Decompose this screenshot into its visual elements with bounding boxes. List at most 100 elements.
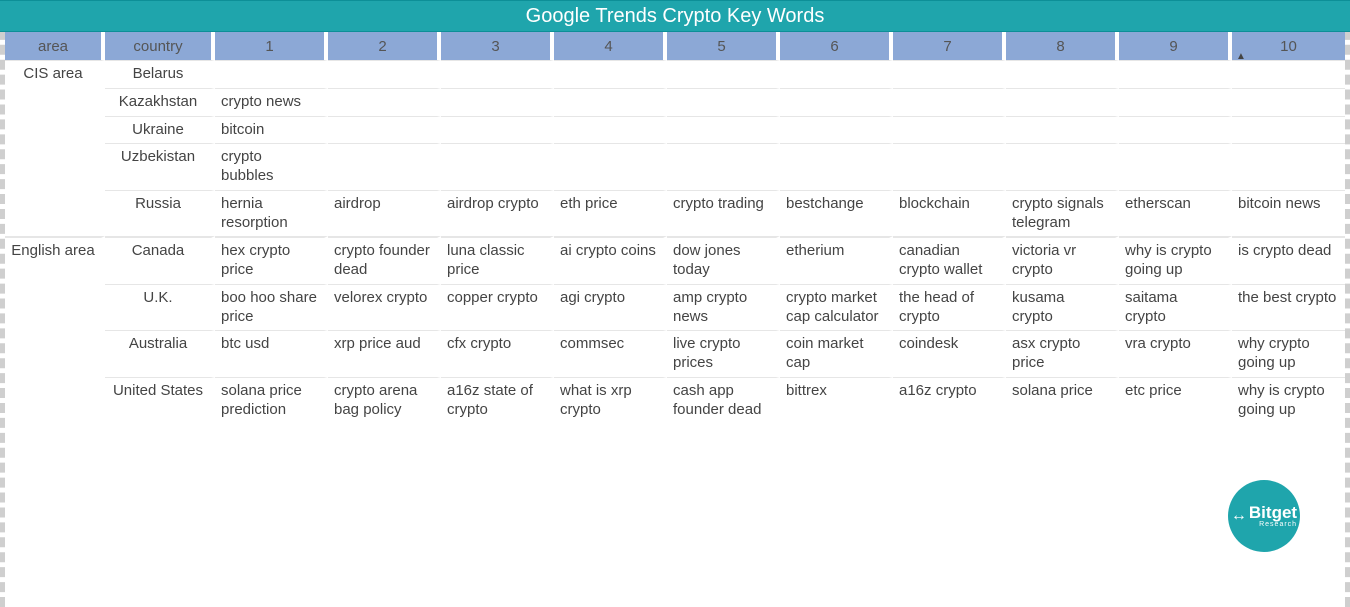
keyword-cell: cfx crypto <box>441 330 554 377</box>
keyword-cell <box>780 143 893 190</box>
col-1[interactable]: 1 <box>215 32 328 60</box>
logo-sub-text: Research <box>1259 521 1297 528</box>
keyword-cell <box>215 60 328 88</box>
col-area[interactable]: area <box>5 32 105 60</box>
col-7[interactable]: 7 <box>893 32 1006 60</box>
keyword-cell: bitcoin news <box>1232 190 1345 237</box>
keyword-cell: etc price <box>1119 377 1232 424</box>
keyword-cell <box>441 60 554 88</box>
country-cell: Russia <box>105 190 215 237</box>
brand-logo: ↔ Bitget Research <box>1228 480 1300 552</box>
keyword-cell <box>328 60 441 88</box>
keyword-cell <box>780 60 893 88</box>
keyword-cell <box>893 60 1006 88</box>
keyword-cell: amp crypto news <box>667 284 780 331</box>
country-cell: Kazakhstan <box>105 88 215 116</box>
keyword-cell: bestchange <box>780 190 893 237</box>
col-8[interactable]: 8 <box>1006 32 1119 60</box>
country-cell: Uzbekistan <box>105 143 215 190</box>
col-country[interactable]: country <box>105 32 215 60</box>
table-header: area country 1 2 3 4 5 6 7 8 9 10 ▲ <box>5 32 1345 60</box>
keyword-cell <box>441 143 554 190</box>
keyword-cell <box>667 60 780 88</box>
table-row: Uzbekistancrypto bubbles <box>5 143 1345 190</box>
keyword-cell <box>554 143 667 190</box>
keyword-cell: airdrop <box>328 190 441 237</box>
keyword-cell: is crypto dead <box>1232 236 1345 284</box>
col-9[interactable]: 9 <box>1119 32 1232 60</box>
country-cell: U.K. <box>105 284 215 331</box>
table-row: Kazakhstancrypto news <box>5 88 1345 116</box>
table-row: Russiahernia resorptionairdropairdrop cr… <box>5 190 1345 237</box>
logo-glyph-icon: ↔ <box>1231 507 1247 525</box>
keyword-cell: crypto founder dead <box>328 236 441 284</box>
col-4[interactable]: 4 <box>554 32 667 60</box>
keyword-cell <box>1006 60 1119 88</box>
keyword-cell <box>1232 116 1345 144</box>
keyword-cell <box>667 116 780 144</box>
keyword-cell: airdrop crypto <box>441 190 554 237</box>
keyword-cell: agi crypto <box>554 284 667 331</box>
keyword-cell <box>780 88 893 116</box>
keyword-cell <box>1119 143 1232 190</box>
country-cell: Belarus <box>105 60 215 88</box>
keyword-cell <box>893 88 1006 116</box>
keyword-cell <box>441 116 554 144</box>
keyword-cell: why crypto going up <box>1232 330 1345 377</box>
keyword-cell <box>893 116 1006 144</box>
keyword-cell <box>441 88 554 116</box>
col-10-label: 10 <box>1280 38 1297 55</box>
keyword-cell <box>667 143 780 190</box>
area-cell: CIS area <box>5 60 105 236</box>
keyword-cell: the best crypto <box>1232 284 1345 331</box>
keyword-cell: bitcoin <box>215 116 328 144</box>
keyword-cell <box>328 143 441 190</box>
keyword-cell: commsec <box>554 330 667 377</box>
keyword-cell <box>554 116 667 144</box>
keyword-cell <box>554 88 667 116</box>
col-5[interactable]: 5 <box>667 32 780 60</box>
col-6[interactable]: 6 <box>780 32 893 60</box>
keyword-cell <box>1006 116 1119 144</box>
table-body: CIS areaBelarusKazakhstancrypto newsUkra… <box>5 60 1345 423</box>
col-2[interactable]: 2 <box>328 32 441 60</box>
keyword-cell: crypto news <box>215 88 328 116</box>
keyword-cell <box>893 143 1006 190</box>
keyword-cell: etherscan <box>1119 190 1232 237</box>
keyword-cell: kusama crypto <box>1006 284 1119 331</box>
keyword-cell: crypto signals telegram <box>1006 190 1119 237</box>
table-row: United Statessolana price predictioncryp… <box>5 377 1345 424</box>
table-row: CIS areaBelarus <box>5 60 1345 88</box>
page-title: Google Trends Crypto Key Words <box>0 0 1350 32</box>
col-3[interactable]: 3 <box>441 32 554 60</box>
logo-main-text: Bitget <box>1249 504 1297 521</box>
col-10[interactable]: 10 ▲ <box>1232 32 1345 60</box>
keyword-cell: btc usd <box>215 330 328 377</box>
sort-ascending-icon: ▲ <box>1236 51 1246 62</box>
keywords-table: area country 1 2 3 4 5 6 7 8 9 10 ▲ CIS … <box>5 32 1345 423</box>
keyword-cell <box>1232 143 1345 190</box>
keyword-cell <box>1119 60 1232 88</box>
keyword-cell: cash app founder dead <box>667 377 780 424</box>
keyword-cell <box>1232 88 1345 116</box>
keyword-cell <box>328 116 441 144</box>
keyword-cell: canadian crypto wallet <box>893 236 1006 284</box>
keyword-cell: vra crypto <box>1119 330 1232 377</box>
keyword-cell: eth price <box>554 190 667 237</box>
keyword-cell <box>1006 143 1119 190</box>
table-row: Ukrainebitcoin <box>5 116 1345 144</box>
keyword-cell: why is crypto going up <box>1232 377 1345 424</box>
table-row: Australiabtc usdxrp price audcfx cryptoc… <box>5 330 1345 377</box>
keyword-cell: hex crypto price <box>215 236 328 284</box>
keyword-cell: coindesk <box>893 330 1006 377</box>
keyword-cell: copper crypto <box>441 284 554 331</box>
keyword-cell <box>1006 88 1119 116</box>
keyword-cell: solana price <box>1006 377 1119 424</box>
keyword-cell: asx crypto price <box>1006 330 1119 377</box>
keyword-cell: velorex crypto <box>328 284 441 331</box>
page: Google Trends Crypto Key Words area coun… <box>0 0 1350 607</box>
keyword-cell: a16z state of crypto <box>441 377 554 424</box>
keyword-cell <box>554 60 667 88</box>
keyword-cell: victoria vr crypto <box>1006 236 1119 284</box>
keyword-cell <box>1119 116 1232 144</box>
